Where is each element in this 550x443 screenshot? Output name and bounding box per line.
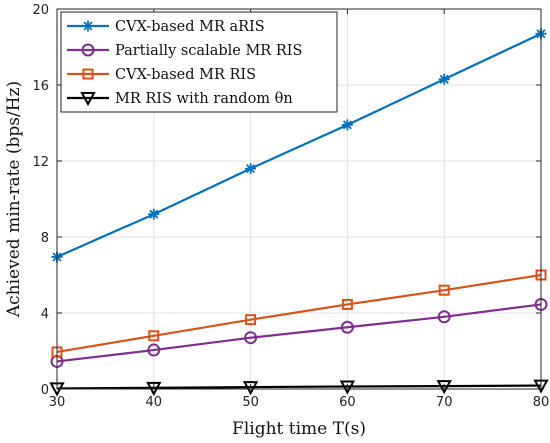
data-point	[81, 43, 95, 57]
y-tick-label: 0	[41, 383, 49, 398]
legend-item: Partially scalable MR RIS	[67, 43, 302, 59]
data-point	[341, 298, 353, 310]
data-point	[341, 119, 353, 131]
x-tick-label: 70	[436, 395, 453, 410]
data-point	[437, 310, 451, 324]
legend-label: Partially scalable MR RIS	[115, 43, 302, 59]
data-point	[146, 381, 162, 396]
series-line	[56, 303, 542, 363]
series-3	[49, 379, 549, 397]
series-line	[56, 273, 542, 354]
legend-item: CVX-based MR aRIS	[67, 19, 265, 35]
data-point	[340, 320, 354, 334]
series-line	[56, 32, 542, 258]
y-tick-label: 20	[32, 3, 49, 18]
y-axis-label: Achieved min-rate (bps/Hz)	[4, 81, 24, 318]
data-point	[244, 331, 258, 345]
x-tick-label: 40	[146, 395, 163, 410]
legend-item: CVX-based MR RIS	[67, 67, 256, 83]
x-tick-label: 30	[49, 395, 66, 410]
plot-area-frame	[56, 8, 542, 390]
x-tick-label: 50	[242, 395, 259, 410]
x-tick-label: 80	[533, 395, 550, 410]
legend-label: CVX-based MR aRIS	[115, 19, 265, 35]
data-point	[147, 343, 161, 357]
legend-item: MR RIS with random θn	[67, 91, 293, 107]
legend-box	[60, 11, 338, 113]
x-tick-label: 60	[339, 395, 356, 410]
x-axis-label: Flight time T(s)	[232, 419, 366, 439]
data-point	[245, 163, 257, 175]
data-point	[242, 381, 259, 396]
data-point	[148, 208, 160, 220]
data-point	[82, 20, 94, 32]
legend: CVX-based MR aRIS Partially scalable MR R…	[60, 11, 338, 113]
y-tick-label: 8	[41, 231, 49, 246]
series-1	[50, 297, 548, 368]
series-line	[56, 384, 542, 390]
data-point	[436, 380, 452, 395]
y-tick-label: 12	[32, 155, 49, 170]
y-tick-label: 4	[41, 307, 49, 322]
data-point	[148, 330, 160, 342]
data-point	[339, 380, 356, 395]
legend-label: MR RIS with random θn	[115, 91, 293, 107]
data-point	[82, 68, 94, 80]
axis-ticks: 30 40 50 60 70 80 0 4 8 12 16 20	[32, 3, 549, 410]
data-point	[438, 284, 450, 296]
data-point	[438, 73, 450, 85]
y-tick-label: 16	[32, 79, 49, 94]
data-point	[80, 92, 96, 107]
data-point	[245, 314, 257, 326]
legend-label: CVX-based MR RIS	[115, 67, 256, 83]
